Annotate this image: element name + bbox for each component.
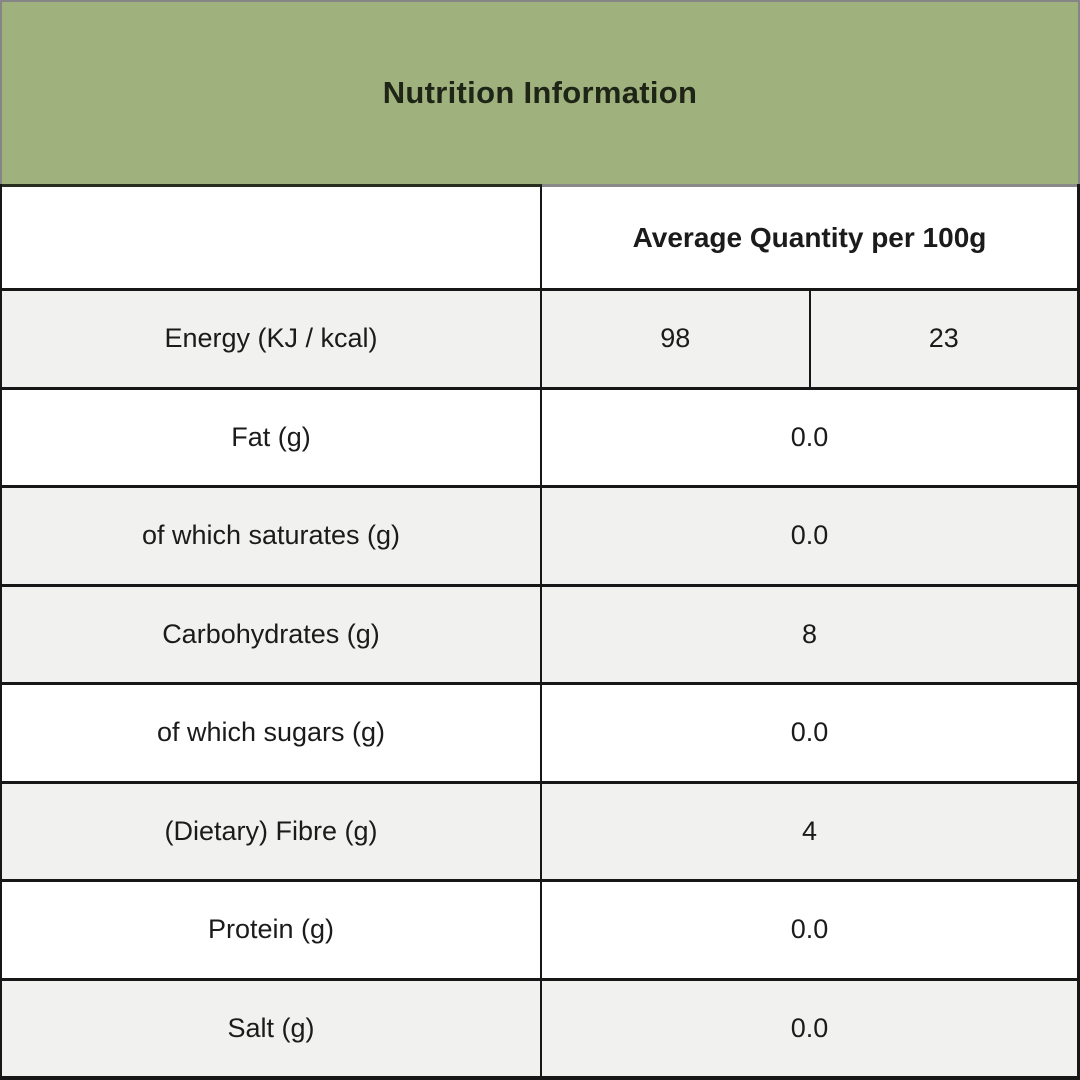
- row-value: 0.0: [790, 1012, 829, 1043]
- table-row: Energy (KJ / kcal) 98 23: [2, 288, 1077, 387]
- table-row: Carbohydrates (g) 8: [2, 583, 1077, 682]
- row-value: 23: [808, 291, 1078, 387]
- row-label: of which saturates (g): [2, 488, 542, 584]
- row-label: Carbohydrates (g): [2, 586, 542, 682]
- table-row: (Dietary) Fibre (g) 4: [2, 780, 1077, 879]
- row-label: of which sugars (g): [2, 685, 542, 781]
- row-value: 8: [801, 618, 818, 649]
- column-header-average-quantity: Average Quantity per 100g: [542, 184, 1077, 288]
- row-value: 0.0: [790, 520, 829, 551]
- table-row: Fat (g) 0.0: [2, 386, 1077, 485]
- row-value: 0.0: [790, 717, 829, 748]
- row-label: Energy (KJ / kcal): [2, 291, 542, 387]
- table-body: Energy (KJ / kcal) 98 23 Fat (g) 0.0 of which…: [2, 288, 1077, 1076]
- table-header-row: Average Quantity per 100g: [2, 184, 1077, 288]
- nutrition-table: Average Quantity per 100g Energy (KJ / k…: [0, 184, 1080, 1080]
- row-label: Protein (g): [2, 882, 542, 978]
- row-value: 0.0: [790, 421, 829, 452]
- row-label: Salt (g): [2, 980, 542, 1076]
- table-row: of which sugars (g) 0.0: [2, 682, 1077, 781]
- row-value: 0.0: [790, 914, 829, 945]
- table-row: of which saturates (g) 0.0: [2, 485, 1077, 584]
- table-row: Protein (g) 0.0: [2, 879, 1077, 978]
- header-empty-cell: [2, 184, 542, 288]
- row-value: 4: [801, 815, 818, 846]
- page-title: Nutrition Information: [382, 75, 698, 110]
- title-banner: Nutrition Information: [0, 0, 1080, 184]
- row-label: Fat (g): [2, 389, 542, 485]
- row-value: 98: [660, 323, 691, 354]
- row-label: (Dietary) Fibre (g): [2, 783, 542, 879]
- table-row: Salt (g) 0.0: [2, 977, 1077, 1076]
